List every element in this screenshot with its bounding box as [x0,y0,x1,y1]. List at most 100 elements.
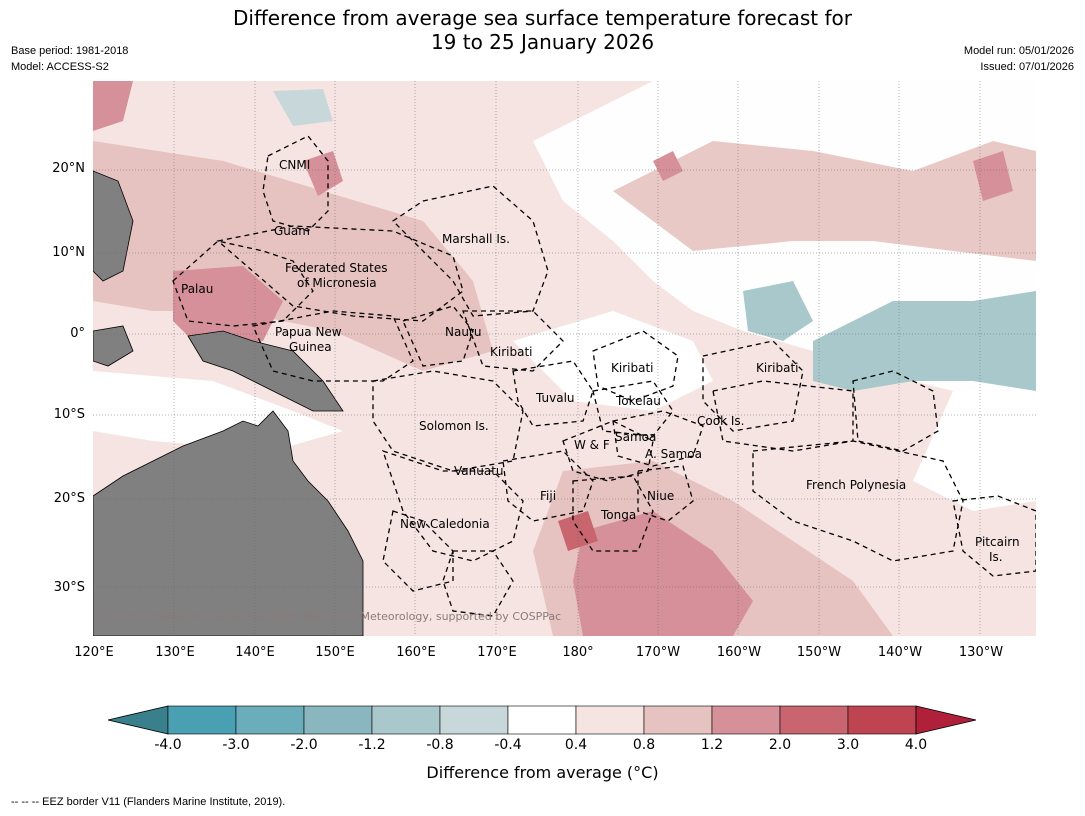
region-label-fsm-2: of Micronesia [297,276,377,290]
eez-wallis-futuna [562,420,654,482]
warm-anomaly-palau [173,266,283,351]
region-label-wallis-futuna: W & F [574,438,610,452]
lon-label-130w: 130°W [958,645,1004,660]
colorbar-tick-label: 1.2 [700,737,724,753]
warm-anomaly-north-west [93,81,133,131]
issued-date: Issued: 07/01/2026 [980,61,1074,73]
region-label-cnmi: CNMI [279,158,311,172]
region-label-samoa: Samoa [615,430,657,444]
cool-anomaly-line-islands [743,281,813,341]
eez-pitcairn [952,495,1036,577]
region-label-french-polynesia: French Polynesia [806,478,907,492]
region-label-niue: Niue [647,489,675,503]
region-label-png-1: Papua New [275,325,342,339]
lon-label-150w: 150°W [796,645,842,660]
copyright-notice: © Commonwealth of Australia 2026, Bureau… [98,610,562,623]
map-svg [93,81,1036,636]
region-label-american-samoa: A. Samoa [645,447,702,461]
eez-palau [172,240,314,327]
region-label-palau: Palau [181,282,214,296]
region-label-kiribati-central: Kiribati [611,361,654,375]
region-label-new-caledonia: New Caledonia [400,517,490,531]
lat-label-0: 0° [70,326,85,341]
colorbar-extend-high [915,705,977,735]
colorbar-segment [235,705,305,735]
region-label-solomon: Solomon Is. [419,419,489,433]
model-name: Model: ACCESS-S2 [11,61,109,73]
eez-solomon [372,370,524,472]
warm-spot-3 [973,151,1013,201]
warm-anomaly-tonga-south [573,511,753,636]
region-label-nauru: Nauru [445,325,482,339]
lon-label-130e: 130°E [155,645,195,660]
colorbar-segments [107,705,977,735]
eez-nauru [402,305,474,367]
eez-new-caledonia [382,510,454,592]
colorbar-segment [779,705,849,735]
eez-fiji [502,450,594,522]
colorbar-tick-label: -0.4 [494,737,522,753]
neutral-region-east [913,381,1036,511]
lat-label-30s: 30°S [53,580,85,595]
region-label-pitcairn-2: Is. [989,550,1003,564]
eez-kiribati-central [592,330,679,402]
region-label-kiribati-west: Kiribati [490,345,533,359]
colorbar-tick-label: -3.0 [222,737,250,753]
eez-french-polynesia [752,440,964,562]
warm-region-west-pacific [93,141,493,371]
new-guinea-land [187,330,344,412]
region-label-tonga: Tonga [601,508,637,522]
eez-niue [637,465,694,522]
eez-kiribati-west [462,310,564,372]
eez-samoa [612,410,704,467]
region-label-cook: Cook Is. [697,414,745,428]
graticule [93,81,1036,636]
lon-label-170w: 170°W [635,645,681,660]
lon-label-150e: 150°E [315,645,355,660]
lat-label-20s: 20°S [53,491,85,506]
eez-tuvalu [512,360,594,427]
colorbar-tick-label: 2.0 [768,737,792,753]
lon-label-160w: 160°W [716,645,762,660]
colorbar-extend-low [107,705,169,735]
colorbar-segment [507,705,577,735]
region-label-tuvalu: Tuvalu [536,391,575,405]
lon-label-140w: 140°W [877,645,923,660]
eez-png [252,310,414,382]
eez-fsm [216,225,464,322]
lon-label-180: 180° [562,645,594,660]
eez-norfolk [442,550,514,617]
philippines-land [93,170,134,282]
lat-label-20n: 20°N [52,161,85,176]
colorbar-tick-label: 4.0 [904,737,928,753]
colorbar-segment [847,705,917,735]
colorbar-segment [643,705,713,735]
region-label-tokelau: Tokelau [616,394,661,408]
eez-vanuatu [381,449,524,562]
eez-cnmi [262,135,329,232]
meta-right: Model run: 05/01/2026 Issued: 07/01/2026 [964,43,1074,75]
base-period: Base period: 1981-2018 [11,45,129,57]
region-label-fsm-1: Federated States [285,261,388,275]
region-label-png-2: Guinea [289,340,332,354]
cool-spot-north [273,89,333,126]
colorbar-tick-label: 0.4 [564,737,588,753]
title-line-2: 19 to 25 January 2026 [430,30,655,54]
eez-marshall [391,185,549,317]
colorbar-label: Difference from average (°C) [426,763,659,782]
title-line-1: Difference from average sea surface temp… [232,6,852,30]
region-label-fiji: Fiji [540,489,557,503]
region-label-vanuatu: Vanuatu [454,464,504,478]
colorbar-tick-label: -2.0 [290,737,318,753]
lat-label-10n: 10°N [52,245,85,260]
colorbar-segment [167,705,237,735]
region-label-marshall: Marshall Is. [442,232,510,246]
colorbar-tick-label: -1.2 [358,737,386,753]
colorbar-segment [439,705,509,735]
lat-label-10s: 10°S [53,407,85,422]
colorbar-segment [575,705,645,735]
colorbar-tick-label: -0.8 [426,737,454,753]
model-run: Model run: 05/01/2026 [963,45,1074,57]
colorbar-segment [711,705,781,735]
colorbar-tick-label: 0.8 [632,737,656,753]
